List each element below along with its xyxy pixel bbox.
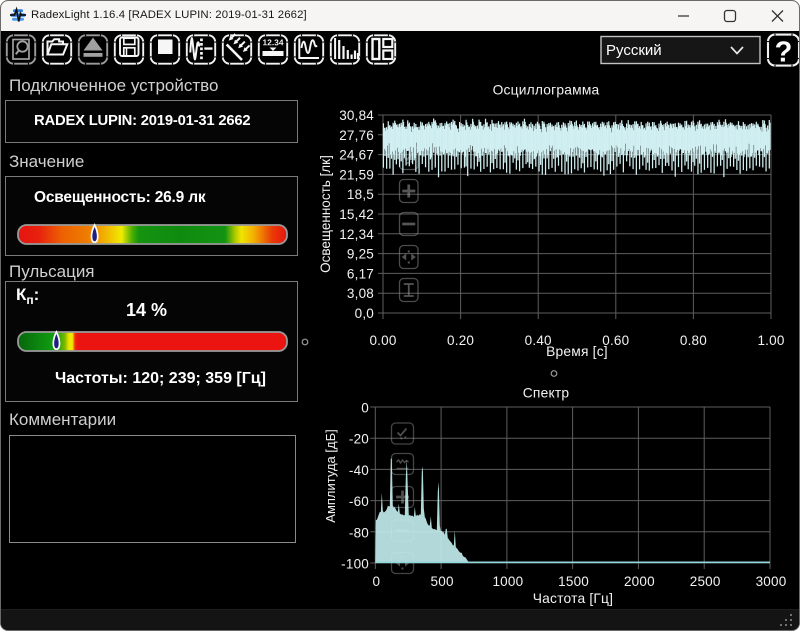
svg-text:-60: -60: [349, 494, 369, 509]
svg-text:-20: -20: [349, 432, 369, 447]
svg-text:Амплитуда [дБ]: Амплитуда [дБ]: [323, 429, 338, 522]
svg-text:1500: 1500: [558, 574, 589, 589]
svg-text:30,84: 30,84: [339, 108, 374, 123]
svg-text:1.00: 1.00: [757, 333, 784, 348]
svg-text:2000: 2000: [624, 574, 655, 589]
svg-text:0,0: 0,0: [355, 306, 374, 321]
svg-text:Время [с]: Время [с]: [546, 344, 608, 359]
svg-text:Спектр: Спектр: [523, 386, 570, 401]
svg-text:?: ?: [775, 37, 793, 69]
svg-text:21,59: 21,59: [339, 167, 374, 182]
svg-text:24,67: 24,67: [339, 148, 374, 163]
svg-text:0.20: 0.20: [447, 333, 474, 348]
svg-text:6,17: 6,17: [347, 266, 374, 281]
svg-text:Частота [Гц]: Частота [Гц]: [533, 591, 613, 606]
svg-text:0: 0: [372, 574, 380, 589]
svg-text:2500: 2500: [690, 574, 721, 589]
svg-text:-40: -40: [349, 463, 369, 478]
svg-text:0.00: 0.00: [369, 333, 396, 348]
svg-text:-80: -80: [349, 525, 369, 540]
svg-text:3000: 3000: [756, 574, 787, 589]
svg-text:0.80: 0.80: [680, 333, 707, 348]
svg-text:0.40: 0.40: [525, 333, 552, 348]
svg-text:Осциллограмма: Осциллограмма: [493, 83, 600, 98]
svg-text:Русский: Русский: [606, 42, 662, 59]
svg-text:9,25: 9,25: [347, 247, 374, 262]
svg-text:Освещенность [лк]: Освещенность [лк]: [318, 155, 333, 273]
svg-text:18,5: 18,5: [347, 187, 374, 202]
svg-text:0: 0: [361, 401, 369, 416]
svg-text:15,42: 15,42: [339, 207, 374, 222]
svg-text:0.60: 0.60: [602, 333, 629, 348]
svg-text:3,08: 3,08: [347, 286, 374, 301]
svg-text:1000: 1000: [492, 574, 523, 589]
svg-text:-100: -100: [341, 557, 369, 572]
svg-text:12,34: 12,34: [339, 227, 374, 242]
svg-text:27,76: 27,76: [339, 128, 374, 143]
svg-text:500: 500: [431, 574, 454, 589]
